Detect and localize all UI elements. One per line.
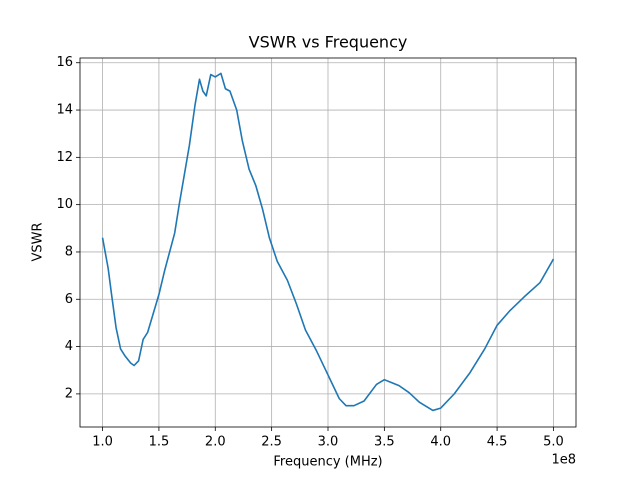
x-offset-label: 1e8: [551, 453, 576, 468]
x-tick-label: 2.5: [261, 435, 282, 450]
y-axis-label: VSWR: [31, 222, 46, 261]
x-tick-label: 3.5: [374, 435, 395, 450]
x-tick-label: 2.0: [205, 435, 226, 450]
x-tick-label: 3.0: [318, 435, 339, 450]
x-tick-label: 1.0: [92, 435, 113, 450]
y-tick-label: 8: [65, 244, 73, 259]
y-tick-label: 2: [65, 386, 73, 401]
y-tick-label: 4: [65, 339, 73, 354]
y-tick-label: 6: [65, 292, 73, 307]
x-tick-label: 4.5: [487, 435, 508, 450]
chart-title: VSWR vs Frequency: [249, 33, 408, 52]
x-tick-label: 1.5: [149, 435, 170, 450]
x-tick-label: 5.0: [543, 435, 564, 450]
x-axis-label: Frequency (MHz): [273, 455, 382, 470]
data-line: [101, 72, 555, 412]
y-tick-label: 16: [56, 55, 73, 70]
y-tick-label: 14: [56, 103, 73, 118]
x-tick-label: 4.0: [430, 435, 451, 450]
plot-frame: [79, 57, 577, 428]
y-tick-label: 10: [56, 197, 73, 212]
y-tick-label: 12: [56, 150, 73, 165]
